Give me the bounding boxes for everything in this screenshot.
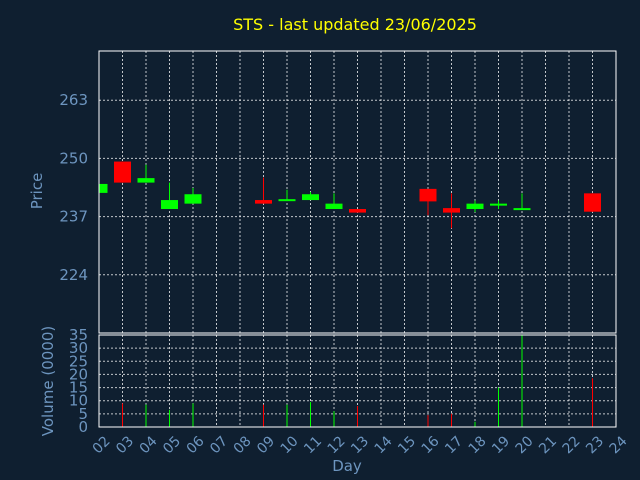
- chart-title: STS - last updated 23/06/2025: [233, 15, 477, 34]
- volume-tick-label: 25: [69, 352, 88, 370]
- candle: [278, 189, 296, 202]
- candle: [584, 193, 601, 212]
- volume-tick-label: 10: [69, 392, 88, 410]
- price-tick-label: 263: [59, 91, 88, 109]
- volume-tick-label: 30: [69, 339, 88, 357]
- volume-tick-label: 0: [78, 418, 88, 436]
- candle: [419, 188, 437, 216]
- volume-series: [122, 335, 593, 427]
- candle-body: [325, 203, 343, 210]
- candle-body: [490, 203, 507, 206]
- candle-body: [513, 208, 531, 211]
- candle-body: [184, 194, 202, 204]
- x-ticks: 02 03 04 05 06 07 08 09 10 11 12 13 14 15 16 17 18 19 20 21…: [90, 433, 631, 457]
- candle: [98, 183, 108, 193]
- volume-tick-label: 20: [69, 365, 88, 383]
- candle-body: [302, 194, 319, 201]
- candle: [490, 200, 507, 210]
- candle-body: [443, 208, 460, 213]
- candle: [466, 200, 484, 213]
- candle: [114, 161, 131, 183]
- candle: [161, 182, 178, 210]
- candlestick-series: [98, 161, 601, 229]
- price-plot-frame: [98, 50, 617, 334]
- candle: [255, 177, 272, 204]
- candle-body: [137, 178, 155, 183]
- volume-axis-label: Volume (0000): [39, 326, 57, 436]
- candle: [513, 193, 531, 211]
- candle: [302, 192, 319, 201]
- price-tick-label: 237: [59, 208, 88, 226]
- price-tick-label: 250: [59, 149, 88, 167]
- candle: [184, 187, 202, 204]
- volume-tick-label: 35: [69, 326, 88, 344]
- candle: [349, 209, 366, 213]
- candle: [443, 193, 460, 229]
- volume-tick-label: 5: [78, 405, 88, 423]
- candle: [137, 164, 155, 183]
- candle-body: [114, 161, 131, 183]
- candle-body: [99, 183, 108, 193]
- volume-plot-frame: [98, 334, 617, 428]
- price-y-ticks: 224 237 250 263: [59, 91, 88, 284]
- volume-tick-label: 15: [69, 379, 88, 397]
- price-axis-label: Price: [28, 173, 46, 210]
- price-tick-label: 224: [59, 266, 88, 284]
- candle-body: [349, 209, 366, 213]
- candle-body: [161, 200, 178, 210]
- x-axis-label: Day: [332, 457, 362, 475]
- candle-body: [419, 188, 437, 202]
- candle-body: [584, 193, 601, 212]
- candle-body: [255, 200, 272, 204]
- candle: [325, 193, 343, 210]
- candle-body: [278, 199, 296, 202]
- candle-body: [466, 203, 484, 210]
